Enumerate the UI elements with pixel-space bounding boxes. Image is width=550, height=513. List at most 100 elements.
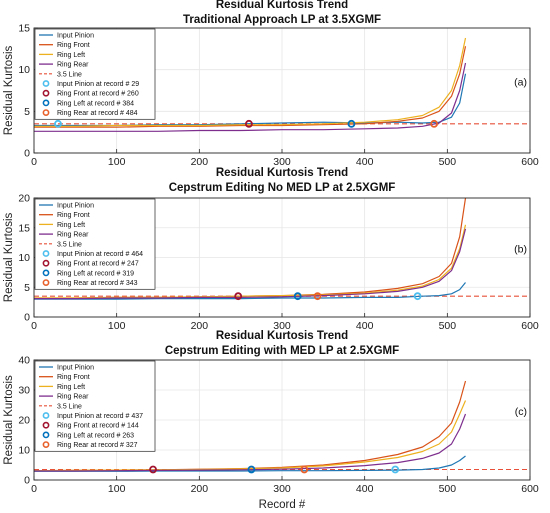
legend-swatch-marker-left [42,431,50,439]
x-tick-label: 100 [108,483,126,495]
chart-title: Residual Kurtosis Trend [216,0,348,11]
legend-swatch-marker-left [42,99,50,107]
series-line-ring-front [34,46,467,128]
x-tick-label: 600 [521,320,539,332]
legend-entry: 3.5 Line [57,403,82,410]
panel-1: Residual Kurtosis Trend Cepstrum Editing … [3,167,539,332]
legend-swatch-marker-front [42,89,50,97]
y-tick-label: 30 [18,385,30,397]
legend-swatch-marker-front [42,259,50,267]
record-marker-marker-rear [430,119,439,128]
legend-swatch-marker-pinion [42,80,50,87]
x-tick-label: 200 [191,320,209,332]
y-tick-label: 0 [24,148,30,160]
legend-entry: Ring Left at record # 384 [57,100,134,107]
legend-entry: Input Pinion [57,33,94,40]
panel-label: (b) [514,244,527,256]
y-tick-label: 10 [18,445,30,457]
y-tick-label: 0 [24,475,30,487]
record-marker-marker-front [234,292,243,301]
legend-swatch-marker-rear [42,279,50,286]
chart-subtitle: Cepstrum Editing with MED LP at 2.5XGMF [165,345,399,357]
legend-entry: Input Pinion at record # 464 [57,251,143,258]
legend-box [34,28,156,120]
legend-entry: Input Pinion [57,365,94,372]
x-tick-label: 0 [31,320,37,332]
legend-entry: Ring Rear [57,232,89,239]
x-tick-label: 0 [31,156,37,168]
chart-title: Residual Kurtosis Trend [216,167,348,179]
record-marker-marker-pinion [54,119,62,128]
legend: Input Pinion Ring Front Ring Left Ring Rear… [34,28,156,120]
legend-entry: Ring Front [57,42,90,49]
legend-entry: Ring Rear at record # 343 [57,280,138,287]
record-marker-marker-left [293,292,302,301]
x-tick-label: 200 [191,156,209,168]
legend-entry: Input Pinion at record # 437 [57,413,143,420]
y-tick-label: 0 [24,312,30,324]
legend-entry: 3.5 Line [57,241,82,248]
legend-entry: Ring Left at record # 263 [57,432,134,439]
x-tick-label: 400 [356,320,374,332]
legend-entry: Ring Front [57,374,90,381]
x-tick-label: 400 [356,156,374,168]
legend: Input Pinion Ring Front Ring Left Ring Rear… [34,360,156,452]
legend-box [34,360,156,452]
legend: Input Pinion Ring Front Ring Left Ring Rear… [34,198,156,290]
legend-entry: Ring Rear [57,394,89,401]
record-marker-marker-front [149,465,157,474]
series-line-ring-rear [34,228,467,300]
legend-box [34,198,156,290]
legend-entry: Input Pinion [57,203,94,210]
y-axis-label: Residual Kurtosis [3,213,15,303]
legend-entry: Ring Left [57,222,85,229]
record-marker-marker-pinion [413,292,422,301]
y-axis-label: Residual Kurtosis [3,375,15,465]
panel-0: Residual Kurtosis Trend Traditional Appro… [3,0,539,168]
y-axis-label: Residual Kurtosis [3,46,15,136]
series-line-ring-rear [34,413,467,472]
legend-entry: 3.5 Line [57,71,82,78]
y-tick-label: 5 [24,282,30,294]
legend-swatch-marker-front [42,421,50,429]
panel-2: Residual Kurtosis Trend Cepstrum Editing … [3,330,539,511]
x-tick-label: 0 [31,483,37,495]
legend-entry: Ring Left [57,52,85,59]
chart-subtitle: Traditional Approach LP at 3.5XGMF [183,14,381,26]
legend-entry: Ring Left [57,384,85,391]
x-tick-label: 100 [108,156,126,168]
x-tick-label: 100 [108,320,126,332]
x-tick-label: 300 [273,156,291,168]
legend-entry: Ring Rear [57,62,89,69]
x-axis-label: Record # [259,499,306,511]
y-tick-label: 20 [18,193,30,205]
series-line-ring-left [34,37,467,127]
chart-title: Residual Kurtosis Trend [216,330,348,342]
record-marker-marker-rear [313,292,322,301]
series-line-ring-rear [34,62,467,132]
y-tick-label: 10 [18,64,30,76]
x-tick-label: 300 [273,483,291,495]
y-tick-label: 5 [24,106,30,118]
legend-swatch-marker-rear [42,441,50,448]
legend-entry: Ring Rear at record # 327 [57,442,138,449]
record-marker-marker-pinion [391,465,400,474]
panel-label: (c) [515,406,527,418]
x-tick-label: 200 [191,483,209,495]
record-marker-marker-rear [300,465,309,474]
y-tick-label: 40 [18,355,30,367]
legend-entry: Ring Left at record # 319 [57,270,134,277]
legend-entry: Ring Front [57,212,90,219]
legend-swatch-marker-pinion [42,412,50,419]
record-marker-marker-front [245,119,253,128]
legend-entry: Input Pinion at record # 29 [57,81,139,88]
x-tick-label: 400 [356,483,374,495]
x-tick-label: 500 [439,156,457,168]
legend-entry: Ring Front at record # 144 [57,423,139,430]
record-marker-marker-left [347,119,356,128]
panel-label: (a) [514,77,527,89]
legend-swatch-marker-pinion [42,250,50,257]
series-line-input-pinion [34,282,466,300]
x-tick-label: 300 [273,320,291,332]
